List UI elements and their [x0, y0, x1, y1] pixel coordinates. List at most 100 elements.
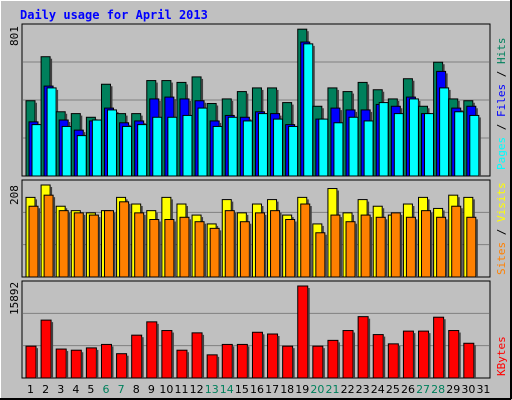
bar-kbytes-shadow: [66, 351, 69, 378]
bar-kbytes-shadow: [383, 336, 386, 378]
bar-sites: [58, 210, 69, 278]
bar-sites: [405, 216, 416, 278]
bar-pages: [212, 125, 223, 177]
bar-sites: [134, 212, 145, 278]
bar-kbytes-shadow: [232, 346, 235, 378]
bar-pages: [439, 87, 450, 177]
bar-sites: [88, 214, 99, 278]
day-labels: 1 2 3 4 5 6 7 8 9 10 11 12 13 14 15 16 17 18 19 20 21 22 23 24 2…: [27, 383, 490, 396]
bar-sites-shadow: [324, 234, 327, 277]
bar-sites-shadow: [370, 217, 373, 277]
bar-pages: [106, 109, 117, 177]
bar-kbytes-shadow: [156, 323, 159, 378]
bar-kbytes: [463, 342, 475, 379]
bar-sites: [103, 210, 114, 278]
bar-sites-shadow: [309, 206, 312, 277]
bar-kbytes-shadow: [81, 352, 84, 378]
bar-kbytes: [221, 343, 233, 379]
bar-kbytes: [387, 343, 399, 379]
legend-sites: Sites: [495, 242, 508, 275]
day-label: 8: [133, 383, 140, 396]
day-label: 9: [148, 383, 155, 396]
day-label: 2: [42, 383, 49, 396]
bar-kbytes: [206, 354, 218, 379]
bar-pages-shadow: [478, 117, 481, 176]
bar-kbytes-shadow: [307, 288, 310, 378]
bar-sites: [315, 232, 326, 278]
day-label: 3: [57, 383, 64, 396]
bar-pages: [318, 118, 329, 177]
bar-pages: [137, 124, 148, 177]
bar-sites-shadow: [98, 217, 101, 277]
bar-pages: [197, 107, 208, 177]
bar-pages: [242, 120, 253, 177]
bar-kbytes-shadow: [458, 332, 461, 378]
bar-pages: [363, 120, 374, 177]
day-label: 1: [27, 383, 34, 396]
bar-sites: [360, 214, 371, 278]
bar-kbytes-shadow: [262, 334, 265, 378]
bar-sites: [28, 205, 39, 278]
day-label: 28: [431, 383, 445, 396]
bar-kbytes-shadow: [292, 348, 295, 378]
bar-sites-shadow: [143, 214, 146, 277]
bar-kbytes-shadow: [277, 336, 280, 378]
bar-kbytes-shadow: [51, 322, 54, 378]
max-label-visits: 208: [8, 185, 21, 205]
bar-pages: [424, 113, 435, 177]
bar-sites: [466, 216, 477, 278]
legend-sep-1: /: [495, 117, 508, 137]
bar-sites: [390, 212, 401, 278]
bar-sites-shadow: [400, 214, 403, 277]
bar-sites-shadow: [264, 214, 267, 277]
bar-sites-shadow: [219, 230, 222, 277]
bar-pages: [182, 114, 193, 177]
bar-sites-shadow: [173, 221, 176, 277]
bar-kbytes-shadow: [368, 318, 371, 378]
day-label: 6: [103, 383, 110, 396]
bar-sites-shadow: [445, 219, 448, 277]
bar-kbytes-shadow: [111, 346, 114, 378]
bar-sites-shadow: [294, 221, 297, 277]
bar-kbytes-shadow: [141, 337, 144, 378]
day-label: 14: [220, 383, 234, 396]
bar-kbytes: [131, 334, 143, 379]
bar-sites: [43, 194, 54, 278]
bar-sites-shadow: [158, 221, 161, 277]
bar-sites-shadow: [234, 212, 237, 277]
bar-pages: [333, 122, 344, 177]
bar-sites: [421, 210, 432, 278]
bar-pages: [454, 111, 465, 177]
bar-sites-shadow: [279, 212, 282, 277]
bar-kbytes: [297, 285, 309, 379]
legend-hits-files-pages: Pages / Files / Hits: [495, 38, 508, 171]
bar-sites-shadow: [204, 223, 207, 277]
bar-kbytes: [402, 330, 414, 379]
bars-layer: [25, 28, 481, 379]
day-label: 10: [159, 383, 173, 396]
bar-sites-shadow: [249, 223, 252, 277]
bar-kbytes-shadow: [337, 342, 340, 378]
bar-sites-shadow: [188, 219, 191, 277]
bar-pages: [152, 116, 163, 177]
legend-visits-sites: Sites / Visits: [495, 182, 508, 275]
day-label: 24: [371, 383, 385, 396]
bar-kbytes-shadow: [322, 348, 325, 378]
bar-kbytes: [40, 319, 52, 379]
day-label: 23: [356, 383, 370, 396]
day-label: 18: [280, 383, 294, 396]
bar-pages: [76, 135, 87, 177]
day-label: 17: [265, 383, 279, 396]
day-label: 16: [250, 383, 264, 396]
bar-sites: [300, 203, 311, 278]
bar-kbytes: [70, 349, 82, 379]
day-label: 25: [386, 383, 400, 396]
bar-sites: [345, 221, 356, 278]
bar-sites-shadow: [113, 212, 116, 277]
bar-sites-shadow: [38, 208, 40, 277]
bar-kbytes-shadow: [413, 333, 416, 378]
bar-sites-shadow: [83, 214, 86, 277]
bar-sites: [375, 216, 386, 278]
bar-kbytes: [433, 316, 445, 379]
